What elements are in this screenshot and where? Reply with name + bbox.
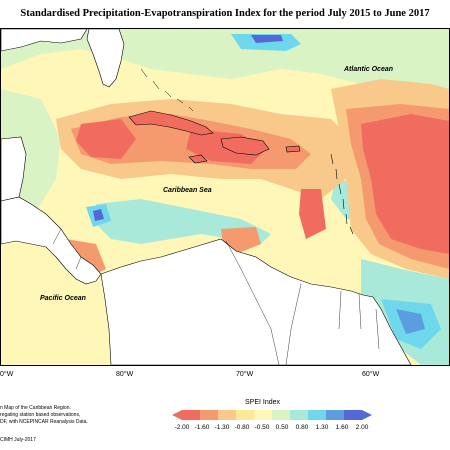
yucatan-landmass — [1, 136, 27, 202]
colorbar-cell — [272, 410, 291, 420]
legend-tick-label: 0.50 — [275, 424, 289, 431]
wet-spot-west-core — [93, 209, 104, 221]
wet-spot-north — [231, 34, 301, 51]
dry-core-south — [299, 189, 326, 239]
colorbar-cell — [308, 410, 327, 420]
colorbar-cell — [344, 410, 363, 420]
legend-title: SPEI Index — [245, 399, 281, 406]
legend-tick-label: -0.50 — [254, 424, 270, 431]
atlantic-ocean-label: Atlantic Ocean — [343, 66, 393, 73]
florida-landmass — [86, 29, 125, 88]
pacific-ocean-label: Pacific Ocean — [40, 295, 86, 302]
colorbar-right-arrow — [362, 410, 372, 420]
credit-line-3: DF, with NCEPINCAR Reanalysis Data. — [0, 419, 88, 425]
caribbean-sea-label: Caribbean Sea — [163, 187, 212, 194]
legend-tick-label: -1.60 — [194, 424, 210, 431]
bahamas-islands — [140, 68, 194, 112]
dry-core-west — [76, 119, 136, 159]
colorbar-cell — [326, 410, 345, 420]
credit-line-2: regating station based observations, — [0, 412, 81, 418]
legend-tick-label: -0.80 — [234, 424, 250, 431]
lesser-antilles-islands — [330, 153, 354, 235]
legend-tick-label: 1.60 — [335, 424, 349, 431]
wet-spot-southeast-core — [396, 309, 425, 334]
longitude-label: 80°W — [116, 371, 134, 378]
wet-spot-north-core — [251, 35, 283, 43]
map-title: Standardised Precipitation-Evapotranspir… — [20, 8, 430, 19]
colorbar-cell — [218, 410, 237, 420]
longitude-label: 60°W — [362, 371, 380, 378]
legend-tick-label: 1.30 — [315, 424, 329, 431]
hispaniola-island — [220, 136, 270, 156]
puerto-rico-island — [285, 145, 301, 153]
legend-tick-label: -2.00 — [174, 424, 190, 431]
country-borders — [52, 228, 380, 365]
legend-tick-label: 0.80 — [295, 424, 309, 431]
south-america-landmass — [100, 238, 412, 365]
gulf-coast-landmass — [1, 29, 88, 52]
spei-colorbar — [172, 410, 372, 420]
legend-tick-label: -1.30 — [214, 424, 230, 431]
spei-map: Atlantic Ocean Caribbean Sea Pacific Oce… — [0, 28, 450, 366]
colorbar-cell — [254, 410, 273, 420]
colorbar-cell — [200, 410, 219, 420]
jamaica-island — [188, 154, 208, 164]
cuba-island — [128, 110, 214, 136]
credit-line-4: CIMH July-2017 — [0, 437, 36, 443]
colorbar-cell — [182, 410, 201, 420]
colorbar-left-arrow — [172, 410, 182, 420]
colorbar-cell — [290, 410, 309, 420]
colorbar-cell — [236, 410, 255, 420]
longitude-label: 70°W — [236, 371, 254, 378]
longitude-label: 0°W — [0, 371, 14, 378]
legend-tick-label: 2.00 — [355, 424, 369, 431]
dry-core-east — [361, 114, 449, 254]
central-america-landmass — [1, 196, 102, 285]
credit-line-1: n Map of the Caribbean Region. — [0, 405, 71, 411]
